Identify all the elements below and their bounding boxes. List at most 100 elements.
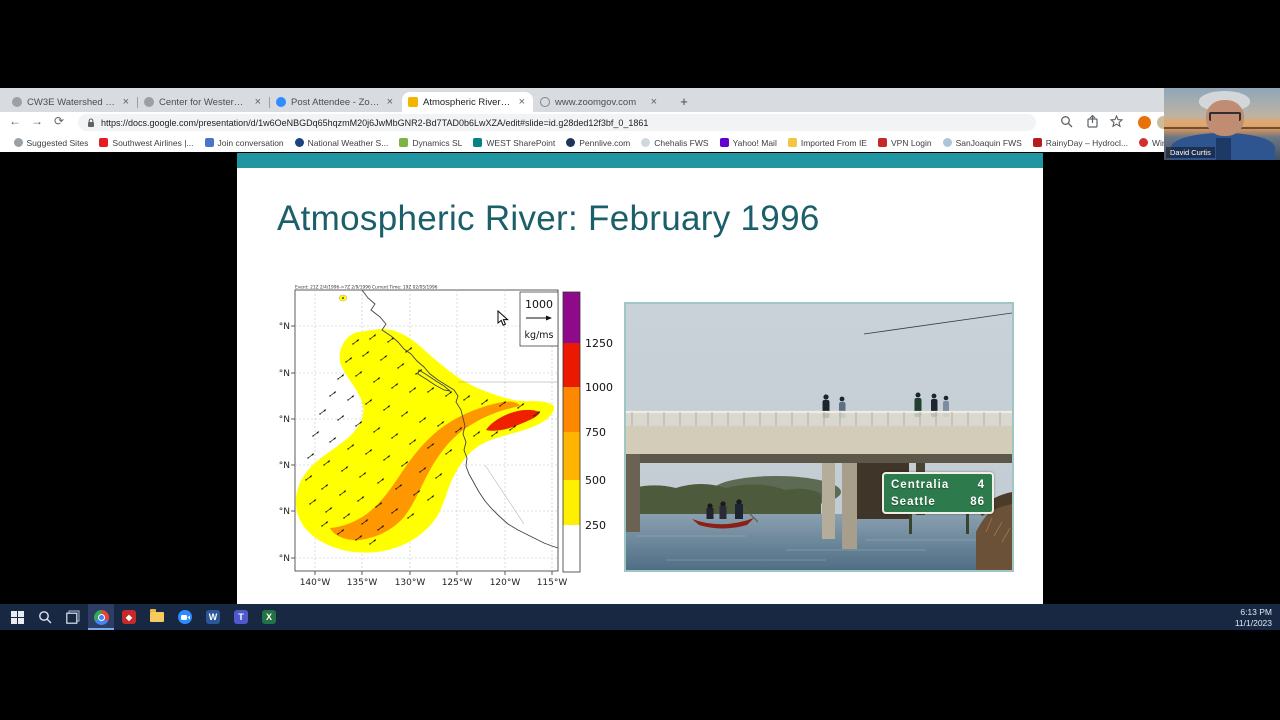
axis-ticks — [291, 325, 553, 575]
bookmark-item[interactable]: SanJoaquin FWS — [937, 138, 1027, 148]
forward-icon[interactable]: → — [31, 114, 43, 128]
share-icon[interactable] — [1086, 115, 1099, 128]
svg-text:1000: 1000 — [585, 381, 613, 394]
tab-cw3e-portal[interactable]: CW3E Watershed QPF Portal × — [6, 92, 137, 112]
svg-text:35°N: 35°N — [278, 507, 290, 517]
ivt-plume-core — [486, 409, 540, 431]
coastline — [361, 289, 559, 549]
task-view-icon[interactable] — [60, 604, 86, 630]
zoom-page-icon[interactable] — [1060, 115, 1073, 128]
svg-text:1250: 1250 — [585, 337, 613, 350]
svg-text:750: 750 — [585, 426, 606, 439]
bookmark-favicon — [399, 138, 409, 147]
tab-zoom-attendee[interactable]: Post Attendee - Zoom × — [270, 92, 401, 112]
tab-zoomgov[interactable]: www.zoomgov.com × — [534, 92, 665, 112]
tab-cw3e-center[interactable]: Center for Western Weather an... × — [138, 92, 269, 112]
tab-slides-active[interactable]: Atmospheric Rivers FWS Webina... × — [402, 92, 533, 112]
bookmark-item[interactable]: RainyDay – Hydrocl... — [1027, 138, 1133, 148]
bookmark-item[interactable]: Chehalis FWS — [636, 138, 714, 148]
start-button[interactable] — [4, 604, 30, 630]
taskbar-chrome-icon[interactable] — [88, 604, 114, 630]
bookmark-favicon — [294, 138, 304, 147]
bridge — [626, 410, 1012, 463]
bookmark-favicon — [204, 138, 214, 147]
tab-close-icon[interactable]: × — [650, 96, 657, 108]
map-event-text: Event: 21Z 2/4/1996->7Z 2/9/1996 Current… — [295, 285, 438, 291]
taskbar-clock[interactable]: 6:13 PM 11/1/2023 — [1235, 607, 1272, 628]
svg-text:140°W: 140°W — [300, 578, 331, 588]
bookmark-star-icon[interactable] — [1110, 115, 1123, 128]
taskbar-zoom-icon[interactable] — [172, 604, 198, 630]
windows-taskbar: ◆ W T X — [0, 604, 1280, 630]
bookmark-item[interactable]: VPN Login — [872, 138, 937, 148]
tab-close-icon[interactable]: × — [122, 96, 129, 108]
bookmarks-bar: Suggested Sites Southwest Airlines |... … — [0, 133, 1280, 152]
webcam-video-tile[interactable]: David Curtis — [1164, 88, 1280, 160]
sign-row: Centralia 4 — [891, 478, 985, 491]
tab-close-icon[interactable]: × — [254, 96, 261, 108]
svg-text:120°W: 120°W — [490, 578, 521, 588]
browser-address-bar: ← → ⟳ https://docs.google.com/presentati… — [0, 112, 1280, 133]
taskbar-file-explorer-icon[interactable] — [144, 604, 170, 630]
url-input[interactable]: https://docs.google.com/presentation/d/1… — [78, 114, 1036, 131]
bookmark-favicon — [1138, 138, 1148, 147]
new-tab-button[interactable]: + — [680, 93, 688, 109]
bookmark-item[interactable]: Imported From IE — [782, 138, 872, 148]
colorbar — [562, 291, 581, 573]
taskbar-excel-icon[interactable]: X — [256, 604, 282, 630]
taskbar-search-icon[interactable] — [32, 604, 58, 630]
svg-text:55°N: 55°N — [278, 322, 290, 332]
taskbar-teams-icon[interactable]: T — [228, 604, 254, 630]
slide-title: Atmospheric River: February 1996 — [277, 199, 820, 238]
svg-text:30°N: 30°N — [278, 554, 290, 564]
bookmark-item[interactable]: Dynamics SL — [394, 138, 468, 148]
extension-icon[interactable] — [1138, 116, 1151, 129]
colorbar-labels: 1250 1000 750 500 250 — [585, 337, 613, 532]
canoe-with-people — [692, 499, 759, 529]
bookmark-favicon — [719, 138, 729, 147]
browser-tab-bar: CW3E Watershed QPF Portal × Center for W… — [0, 88, 1280, 112]
reload-icon[interactable]: ⟳ — [53, 114, 65, 128]
bookmark-item[interactable]: Join conversation — [199, 138, 289, 148]
bookmark-item[interactable]: National Weather S... — [289, 138, 394, 148]
water-ripples — [636, 535, 986, 561]
bookmark-item[interactable]: WEST SharePoint — [468, 138, 561, 148]
speaker-face — [1205, 100, 1245, 137]
power-line — [863, 312, 1013, 335]
taskbar-word-icon[interactable]: W — [200, 604, 226, 630]
bookmark-favicon — [641, 138, 651, 147]
back-icon[interactable]: ← — [9, 114, 21, 128]
ivt-plume-low — [295, 328, 555, 553]
svg-text:135°W: 135°W — [347, 578, 378, 588]
svg-text:500: 500 — [585, 474, 606, 487]
taskbar-security-app-icon[interactable]: ◆ — [116, 604, 142, 630]
bookmark-item[interactable]: Yahoo! Mail — [714, 138, 782, 148]
tab-close-icon[interactable]: × — [518, 96, 525, 108]
lock-icon — [88, 117, 94, 127]
tab-separator — [137, 97, 138, 108]
flood-photo-art — [626, 304, 1013, 570]
ivt-spot-dot — [342, 297, 344, 299]
bookmark-item[interactable]: Suggested Sites — [8, 138, 94, 148]
tab-separator — [269, 97, 270, 108]
ivt-map-figure: 55°N 50°N 45°N 40°N 35°N 30°N 140°W 135°… — [267, 284, 613, 599]
bookmark-favicon — [473, 138, 483, 147]
bookmark-favicon — [99, 138, 109, 147]
sign-post — [909, 512, 912, 534]
bookmark-favicon — [877, 138, 887, 147]
tab-close-icon[interactable]: × — [386, 96, 393, 108]
svg-text:125°W: 125°W — [442, 578, 473, 588]
mouse-cursor — [497, 310, 509, 326]
speaker-glasses — [1209, 112, 1241, 122]
sign-post — [966, 512, 969, 534]
svg-text:kg/ms: kg/ms — [525, 330, 554, 341]
svg-text:50°N: 50°N — [278, 369, 290, 379]
lat-axis-labels: 55°N 50°N 45°N 40°N 35°N 30°N — [267, 322, 290, 564]
bookmark-favicon — [1032, 138, 1042, 147]
svg-text:1000: 1000 — [525, 298, 553, 311]
slide: Atmospheric River: February 1996 — [237, 153, 1043, 604]
bookmark-item[interactable]: Pennlive.com — [561, 138, 636, 148]
bookmark-item[interactable]: Southwest Airlines |... — [94, 138, 199, 148]
highway-sign: Centralia 4 Seattle 86 — [882, 472, 994, 514]
